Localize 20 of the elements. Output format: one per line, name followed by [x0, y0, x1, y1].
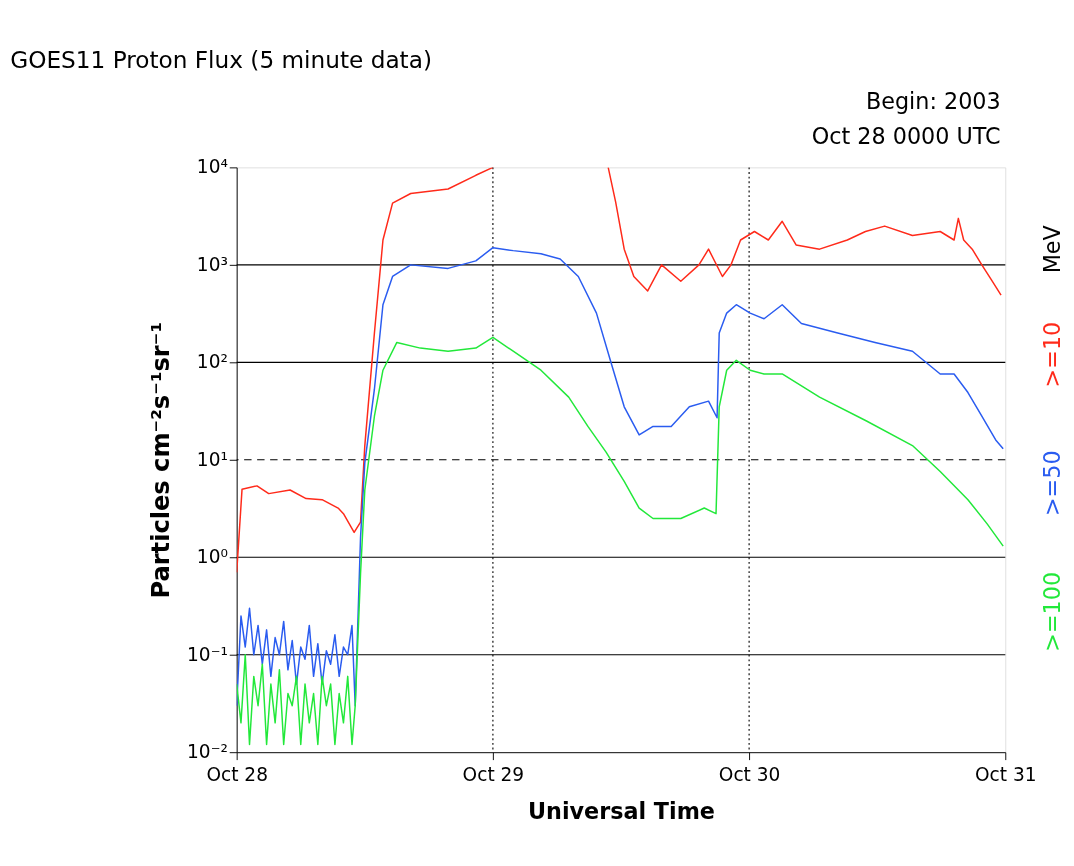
x-tick-label: Oct 30 [718, 763, 781, 785]
x-axis-title: Universal Time [528, 797, 715, 824]
text: Oct 28 0000 UTC [811, 123, 1001, 150]
text: >=50 [1039, 450, 1066, 517]
y-tick-label: 10² [196, 351, 228, 373]
y-tick-label: 10⁰ [196, 546, 228, 568]
text: Begin: 2003 [866, 87, 1001, 114]
y-axis-title: Particles cm⁻²s⁻¹sr⁻¹ [147, 321, 176, 599]
x-tick-label: Oct 29 [462, 763, 525, 785]
x-tick-label: Oct 28 [206, 763, 268, 785]
text: >=10 [1039, 321, 1066, 388]
text: >=100 [1039, 571, 1066, 652]
chart-title: GOES11 Proton Flux (5 minute data) [10, 46, 432, 74]
y-tick-label: 10⁴ [196, 156, 228, 178]
text: MeV [1039, 224, 1066, 274]
y-tick-label: 10³ [196, 253, 228, 275]
y-tick-label: 10¹ [196, 448, 228, 470]
y-tick-label: 10⁻¹ [187, 643, 228, 665]
x-tick-label: Oct 31 [974, 763, 1037, 785]
y-tick-label: 10⁻² [187, 741, 228, 763]
